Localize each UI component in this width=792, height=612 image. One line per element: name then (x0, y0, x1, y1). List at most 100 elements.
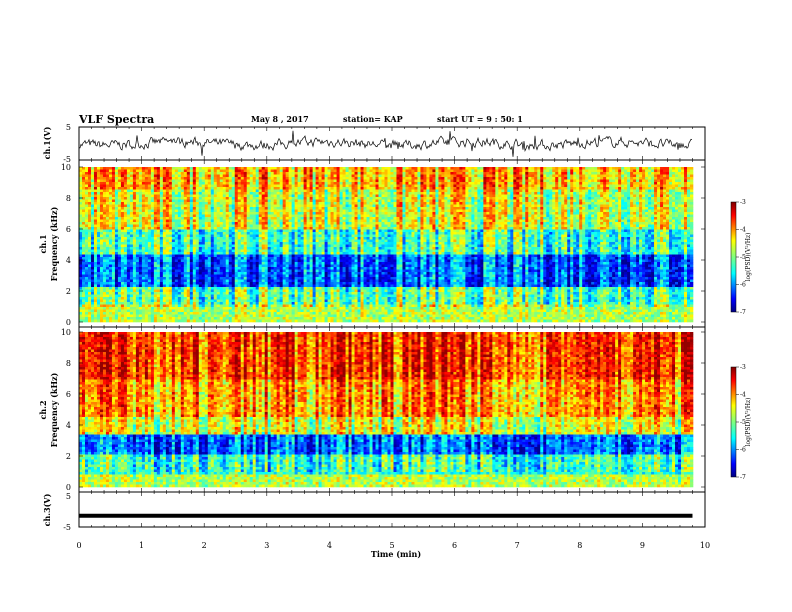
spectrogram-cell (408, 209, 412, 213)
spectrogram-cell (279, 172, 283, 175)
spectrogram-cell (267, 209, 271, 213)
spectrogram-cell (195, 174, 200, 178)
spectrogram-cell (444, 212, 448, 215)
spectrogram-cell (660, 202, 664, 205)
spectrogram-cell (516, 187, 520, 190)
spectrogram-cell (531, 192, 535, 195)
spectrogram-cell (165, 189, 170, 193)
spectrogram-cell (465, 222, 469, 225)
spectrogram-cell (267, 172, 271, 175)
spectrogram-cell (678, 169, 682, 173)
spectrogram-cell (573, 224, 577, 228)
spectrogram-cell (405, 222, 409, 225)
spectrogram-cell (255, 219, 260, 223)
spectrogram-cell (123, 174, 128, 178)
spectrogram-cell (426, 209, 430, 213)
spectrogram-cell (450, 222, 454, 225)
spectrogram-cell (279, 187, 283, 190)
spectrogram-cell (171, 192, 176, 195)
spectrogram-cell (111, 224, 116, 228)
spectrogram-cell (153, 179, 158, 183)
spectrogram-cell (132, 192, 137, 195)
spectrogram-cell (516, 202, 520, 205)
spectrogram-cell (126, 187, 131, 190)
spectrogram-cell (522, 192, 526, 195)
spectrogram-cell (564, 207, 568, 210)
spectrogram-cell (540, 189, 544, 193)
spectrogram-cell (79, 167, 83, 170)
spectrogram-cell (567, 184, 571, 188)
spectrogram-cell (597, 207, 601, 210)
spectrogram-cell (528, 169, 532, 173)
spectrogram-cell (558, 169, 562, 173)
spectrogram-cell (528, 212, 532, 215)
spectrogram-cell (318, 202, 322, 205)
spectrogram-cell (273, 199, 277, 203)
spectrogram-cell (630, 172, 634, 175)
spectrogram-cell (330, 169, 334, 173)
spectrogram-cell (207, 192, 212, 195)
spectrogram-cell (186, 172, 191, 175)
spectrogram-cell (123, 222, 128, 225)
spectrogram-cell (612, 174, 616, 178)
spectrogram-cell (606, 202, 610, 205)
spectrogram-cell (633, 169, 637, 173)
spectrogram-cell (90, 189, 95, 193)
spectrogram-cell (204, 212, 209, 215)
spectrogram-cell (246, 209, 251, 213)
spectrogram-cell (399, 204, 403, 208)
spectrogram-cell (321, 197, 325, 200)
spectrogram-cell (573, 217, 577, 220)
spectrogram-cell (150, 212, 155, 215)
spectrogram-cell (420, 189, 424, 193)
spectrogram-cell (657, 187, 661, 190)
spectrogram-cell (615, 172, 619, 175)
spectrogram-cell (516, 209, 520, 213)
spectrogram-cell (624, 209, 628, 213)
spectrogram-cell (105, 167, 110, 170)
spectrogram-cell (90, 199, 95, 203)
spectrogram-cell (387, 199, 391, 203)
spectrogram-cell (240, 199, 245, 203)
spectrogram-cell (402, 184, 406, 188)
spectrogram-cell (567, 199, 571, 203)
spectrogram-cell (138, 172, 143, 175)
spectrogram-cell (459, 199, 463, 203)
spectrogram-cell (531, 172, 535, 175)
spectrogram-cell (279, 192, 283, 195)
spectrogram-cell (648, 209, 652, 213)
spectrogram-cell (351, 209, 355, 213)
spectrogram-cell (255, 212, 260, 215)
spectrogram-cell (519, 222, 523, 225)
spectrogram-cell (300, 169, 304, 173)
spectrogram-cell (426, 207, 430, 210)
spectrogram-cell (405, 207, 409, 210)
spectrogram-cell (366, 192, 370, 195)
spectrogram-cell (219, 182, 224, 185)
spectrogram-cell (474, 204, 478, 208)
spectrogram-cell (82, 207, 86, 210)
spectrogram-cell (612, 172, 616, 175)
spectrogram-cell (672, 177, 676, 180)
spectrogram-cell (495, 187, 499, 190)
spectrogram-cell (510, 202, 514, 205)
spectrogram-cell (204, 197, 209, 200)
spectrogram-cell (300, 167, 304, 170)
spectrogram-cell (645, 179, 649, 183)
spectrogram-cell (342, 207, 346, 210)
spectrogram-cell (339, 207, 343, 210)
spectrogram-cell (633, 182, 637, 185)
spectrogram-cell (420, 192, 424, 195)
spectrogram-cell (162, 222, 167, 225)
spectrogram-cell (393, 179, 397, 183)
spectrogram-cell (561, 172, 565, 175)
spectrogram-cell (126, 204, 131, 208)
spectrogram-cell (276, 184, 280, 188)
spectrogram-cell (561, 217, 565, 220)
spectrogram-cell (600, 189, 604, 193)
spectrogram-cell (93, 177, 98, 180)
spectrogram-cell (618, 209, 622, 213)
spectrogram-cell (294, 182, 298, 185)
spectrogram-cell (504, 169, 508, 173)
spectrogram-cell (483, 214, 487, 218)
